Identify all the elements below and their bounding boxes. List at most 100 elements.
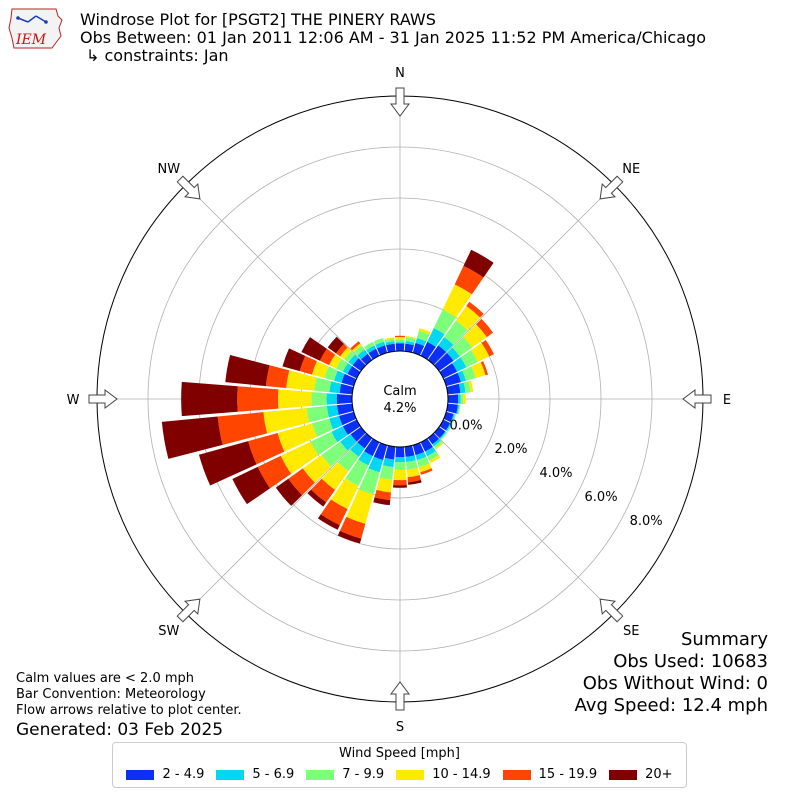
direction-arrow	[682, 389, 712, 409]
wind-bar-segment	[458, 382, 466, 394]
wind-bar-segment	[427, 345, 447, 365]
wind-bar-segment	[457, 370, 466, 383]
plot-title: Windrose Plot for [PSGT2] THE PINERY RAW…	[80, 11, 706, 65]
direction-label: NW	[157, 162, 180, 177]
direction-arrow	[599, 175, 624, 200]
direction-label: S	[396, 720, 404, 735]
wind-bar-segment	[237, 386, 279, 412]
wind-bar-segment	[337, 449, 359, 472]
wind-bar-segment	[468, 380, 474, 393]
wind-bar-segment	[433, 309, 457, 335]
wind-bar-segment	[445, 422, 452, 432]
wind-bar-segment	[446, 403, 458, 414]
wind-bar-segment	[480, 361, 489, 376]
legend-swatch	[502, 769, 531, 780]
wind-bar-segment	[373, 497, 391, 506]
wind-bar-segment	[311, 418, 334, 437]
wind-bar-segment	[217, 412, 268, 445]
summary-panel: Summary Obs Used: 10683 Obs Without Wind…	[575, 629, 768, 717]
windrose-chart: Calm 4.2% 0.0% 2.0% 4.0% 6.0% 8.0% N NE E SE S SW W NW	[67, 66, 732, 735]
wind-bar-segment	[406, 460, 418, 470]
wind-bar-segment	[181, 381, 238, 417]
legend-label: 2 - 4.9	[162, 767, 205, 782]
legend-label: 10 - 14.9	[432, 767, 491, 782]
wind-bar-segment	[395, 339, 405, 343]
title-line-1: Windrose Plot for [PSGT2] THE PINERY RAW…	[80, 10, 436, 29]
wind-bar-segment	[463, 381, 471, 393]
wind-bar-segment	[257, 455, 292, 489]
wind-bar-segment	[442, 284, 472, 318]
wind-bar-segment	[460, 394, 464, 404]
wind-bar-segment	[341, 373, 357, 387]
wind-bar-segment	[345, 459, 369, 487]
wind-bar-segment	[299, 355, 317, 375]
wind-bar-segment	[319, 348, 336, 366]
wind-bar-segment	[384, 445, 396, 460]
wind-bar-segment	[395, 457, 405, 463]
legend-swatch	[306, 769, 335, 780]
wind-bar-segment	[462, 366, 476, 381]
wind-bar-segment	[364, 341, 375, 350]
direction-label: E	[723, 393, 731, 408]
wind-bar-segment	[348, 354, 359, 366]
wind-bar-segment	[329, 415, 343, 430]
wind-bar-segment	[418, 463, 432, 473]
wind-bar-segment	[457, 404, 461, 415]
speed-legend: Wind Speed [mph] 2 - 4.9 5 - 6.9 7 - 9.9 10…	[112, 742, 687, 788]
wind-bar-segment	[420, 438, 433, 452]
wind-bar-segment	[450, 413, 455, 423]
wind-bar-segment	[302, 455, 332, 483]
iem-logo-graphic: IEM	[8, 8, 63, 49]
wind-bar-segment	[353, 345, 365, 356]
wind-bar-segment	[471, 362, 486, 378]
wind-bar-segment	[358, 451, 373, 466]
wind-bar-segment	[335, 358, 348, 372]
wind-bar-segment	[346, 489, 374, 524]
wind-bar-segment	[395, 336, 405, 340]
wind-bar-segment	[366, 345, 377, 354]
plot-notes: Calm values are < 2.0 mph Bar Convention…	[16, 671, 242, 719]
wind-bar-segment	[405, 337, 416, 343]
wind-bar-segment	[336, 394, 353, 404]
radial-gridline	[185, 432, 367, 614]
wind-bar-segment	[321, 441, 348, 467]
wind-bar-segment	[443, 411, 454, 423]
ring-label: 0.0%	[449, 418, 482, 433]
direction-label: W	[67, 393, 80, 408]
calm-circle	[351, 350, 449, 448]
wind-bar-segment	[471, 342, 490, 362]
note-calm: Calm values are < 2.0 mph	[16, 671, 195, 686]
wind-bar-segment	[415, 451, 427, 460]
wind-bar-segment	[324, 366, 338, 381]
direction-label: NE	[622, 162, 640, 177]
wind-bar-segment	[358, 468, 380, 495]
wind-bar-segment	[161, 416, 223, 459]
wind-bar-segment	[443, 372, 461, 387]
wind-bar-segment	[407, 475, 421, 483]
wind-bar-segment	[415, 338, 427, 347]
wind-bar-segment	[412, 342, 425, 356]
wind-bar-segment	[393, 484, 407, 488]
wind-bar-segment	[476, 318, 494, 338]
direction-label: SE	[623, 624, 639, 639]
wind-bar-segment	[311, 361, 329, 378]
legend-item: 10 - 14.9	[396, 767, 491, 782]
summary-avg-speed: Avg Speed: 12.4 mph	[574, 695, 768, 716]
wind-bar-segment	[330, 478, 359, 510]
wind-bar-segment	[310, 431, 338, 456]
wind-bar-segment	[405, 341, 415, 346]
wind-bar-segment	[420, 341, 436, 360]
wind-bar-segment	[321, 462, 349, 490]
wind-bar-segment	[286, 370, 317, 391]
wind-bar-segment	[406, 467, 420, 478]
wind-bar-segment	[225, 355, 270, 387]
wind-bar-segment	[385, 341, 395, 346]
wind-bar-segment	[326, 393, 337, 405]
wind-bar-segment	[452, 357, 467, 372]
wind-bar-segment	[451, 414, 457, 424]
wind-bar-segment	[336, 343, 348, 357]
wind-bar-segment	[427, 328, 445, 347]
logo-text: IEM	[15, 32, 47, 48]
wind-bar-segment	[368, 456, 384, 473]
wind-bar-segment	[263, 407, 310, 434]
